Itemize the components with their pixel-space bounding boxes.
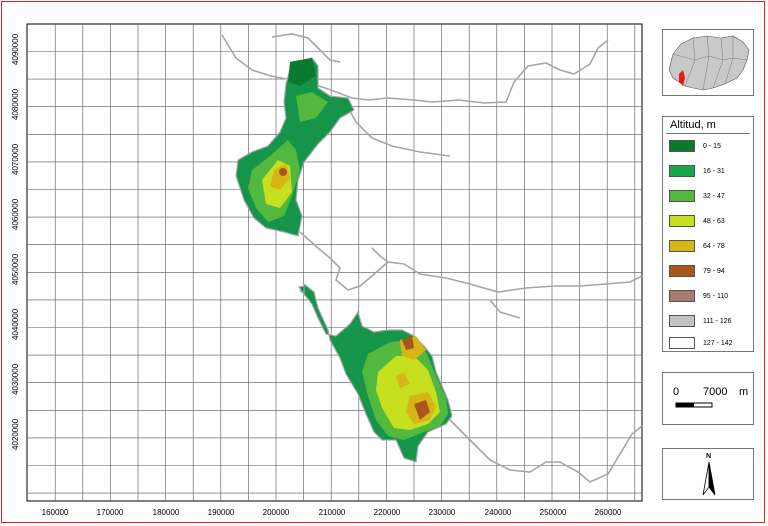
- legend-label: 127 - 142: [703, 339, 733, 347]
- x-tick-label: 260000: [594, 508, 622, 517]
- x-tick-label: 190000: [207, 508, 235, 517]
- legend-swatch: [669, 190, 695, 202]
- legend-item: 16 - 31: [669, 164, 725, 178]
- y-tick-label: 4030000: [11, 363, 20, 395]
- legend-title: Altitud, m: [670, 119, 716, 131]
- legend-item: 79 - 94: [669, 264, 725, 278]
- legend-swatch: [669, 240, 695, 252]
- legend-label: 32 - 47: [703, 192, 725, 200]
- north-label: N: [706, 453, 712, 460]
- scale-unit-label: m: [739, 386, 749, 398]
- legend-swatch: [669, 315, 695, 327]
- legend-item: 48 - 63: [669, 214, 725, 228]
- x-tick-label: 200000: [262, 508, 290, 517]
- x-tick-label: 230000: [428, 508, 456, 517]
- legend-item: 64 - 78: [669, 239, 725, 253]
- legend-swatch: [669, 337, 695, 349]
- legend-swatch: [669, 215, 695, 227]
- legend-swatch: [669, 265, 695, 277]
- grid-lines: [27, 24, 642, 501]
- legend-item: 111 - 126: [669, 314, 732, 328]
- legend-swatch: [669, 140, 695, 152]
- legend-label: 64 - 78: [703, 242, 725, 250]
- legend-item: 32 - 47: [669, 189, 725, 203]
- y-tick-label: 4050000: [11, 253, 20, 285]
- scale-bar: 0 7000 m: [662, 372, 754, 425]
- y-tick-label: 4020000: [11, 418, 20, 450]
- dem-region-north: [235, 57, 355, 237]
- y-tick-label: 4040000: [11, 308, 20, 340]
- north-arrow-panel: N: [662, 448, 754, 500]
- legend-item: 127 - 142: [669, 336, 733, 350]
- inset-map: [662, 29, 754, 96]
- legend-label: 95 - 110: [703, 292, 729, 300]
- dem-region-south: [297, 282, 453, 463]
- scale-end-label: 7000: [703, 386, 728, 398]
- x-tick-label: 250000: [539, 508, 567, 517]
- x-tick-label: 170000: [96, 508, 124, 517]
- y-tick-label: 4080000: [11, 88, 20, 120]
- legend-label: 79 - 94: [703, 267, 725, 275]
- x-tick-label: 220000: [373, 508, 401, 517]
- legend-swatch: [669, 290, 695, 302]
- legend-divider: [666, 133, 750, 134]
- x-tick-label: 160000: [41, 508, 69, 517]
- north-arrow-icon: [702, 461, 716, 496]
- x-tick-label: 180000: [152, 508, 180, 517]
- legend-label: 48 - 63: [703, 217, 725, 225]
- legend-item: 0 - 15: [669, 139, 721, 153]
- legend-label: 111 - 126: [703, 317, 732, 325]
- scale-start-label: 0: [673, 386, 680, 398]
- x-tick-label: 240000: [484, 508, 512, 517]
- legend-label: 0 - 15: [703, 142, 721, 150]
- andalucia-locator-map-icon: [668, 35, 750, 91]
- y-tick-label: 4090000: [11, 33, 20, 65]
- x-tick-label: 210000: [318, 508, 346, 517]
- legend: Altitud, m 0 - 15 16 - 31 32 - 47 48 - 6…: [662, 116, 754, 352]
- scale-bar-graphic: [675, 402, 713, 408]
- y-tick-label: 4060000: [11, 198, 20, 230]
- y-tick-label: 4070000: [11, 143, 20, 175]
- legend-swatch: [669, 165, 695, 177]
- legend-item: 95 - 110: [669, 289, 728, 303]
- legend-label: 16 - 31: [703, 167, 725, 175]
